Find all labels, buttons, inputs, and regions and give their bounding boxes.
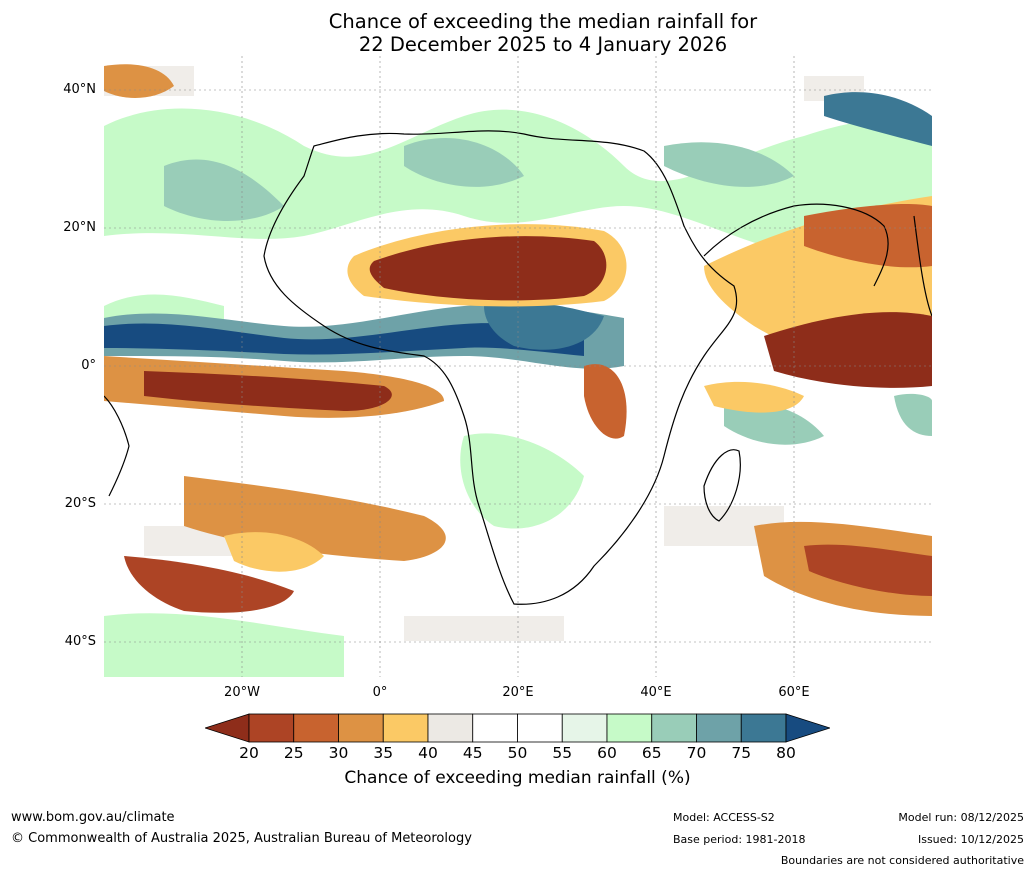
colorbar-tick-label: 20 — [239, 744, 259, 762]
colorbar-tick-label: 40 — [418, 744, 438, 762]
lat-label-40n: 40°N — [63, 82, 96, 97]
colorbar-tick-label: 65 — [641, 744, 662, 762]
colorbar-tick-label: 30 — [328, 744, 349, 762]
colorbar-tick-label: 50 — [507, 744, 528, 762]
rainfall-map — [104, 56, 932, 677]
colorbar-label: Chance of exceeding median rainfall (%) — [344, 768, 691, 788]
colorbar-tick-label: 55 — [552, 744, 573, 762]
colorbar — [205, 713, 830, 743]
colorbar-tick-label: 75 — [731, 744, 752, 762]
colorbar-tick-label: 80 — [776, 744, 796, 762]
map-canvas — [104, 56, 932, 677]
base-period-text: Base period: 1981-2018 — [673, 833, 806, 846]
dry-areas — [104, 64, 932, 616]
colorbar-extend-high — [785, 713, 830, 743]
lon-label-0: 0° — [372, 685, 388, 700]
colorbar-cell — [696, 713, 742, 743]
colorbar-tick-label: 25 — [283, 744, 304, 762]
colorbar-cell — [248, 713, 295, 743]
colorbar-cell — [338, 713, 384, 743]
colorbar-cell — [382, 713, 429, 743]
website-link[interactable]: www.bom.gov.au/climate — [11, 810, 175, 825]
lat-label-20s: 20°S — [64, 496, 96, 511]
colorbar-cell — [472, 713, 518, 743]
colorbar-cell — [651, 713, 697, 743]
lat-label-20n: 20°N — [63, 220, 96, 235]
model-run-text: Model run: 08/12/2025 — [898, 811, 1024, 824]
colorbar-cell — [740, 713, 787, 743]
lon-label-60e: 60°E — [778, 685, 810, 700]
disclaimer-text: Boundaries are not considered authoritat… — [780, 854, 1024, 867]
lat-label-40s: 40°S — [64, 634, 96, 649]
colorbar-tick-label: 45 — [462, 744, 483, 762]
colorbar-cell — [561, 713, 608, 743]
lon-label-20e: 20°E — [502, 685, 534, 700]
coastlines — [104, 130, 932, 605]
lat-label-0: 0° — [81, 358, 96, 373]
colorbar-cell — [293, 713, 339, 743]
colorbar-tick-label: 70 — [686, 744, 707, 762]
title-line-1: Chance of exceeding the median rainfall … — [328, 10, 758, 33]
colorbar-cell — [606, 713, 653, 743]
copyright-text: © Commonwealth of Australia 2025, Austra… — [11, 831, 472, 846]
gridlines — [104, 56, 932, 677]
map-title: Chance of exceeding the median rainfall … — [293, 10, 793, 56]
model-text: Model: ACCESS-S2 — [673, 811, 775, 824]
issued-text: Issued: 10/12/2025 — [917, 833, 1024, 846]
lon-label-20w: 20°W — [224, 685, 260, 700]
lon-label-40e: 40°E — [640, 685, 672, 700]
colorbar-cell — [427, 713, 474, 743]
colorbar-tick-label: 60 — [597, 744, 617, 762]
colorbar-cell — [517, 713, 563, 743]
colorbar-tick-label: 35 — [373, 744, 394, 762]
colorbar-extend-low — [205, 713, 250, 743]
title-line-2: 22 December 2025 to 4 January 2026 — [358, 33, 728, 56]
